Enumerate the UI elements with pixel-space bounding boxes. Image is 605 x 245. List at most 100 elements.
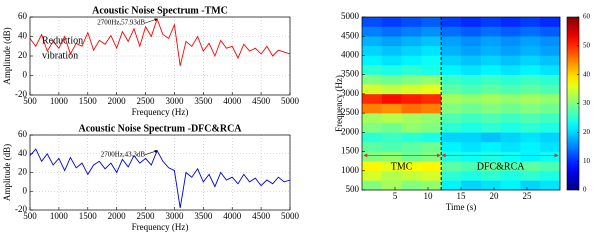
heat-cell <box>362 151 383 162</box>
heat-cell <box>540 74 561 85</box>
heat-cell <box>500 36 521 47</box>
heat-cell <box>520 141 541 152</box>
x-tick-label: 500 <box>23 96 37 106</box>
heat-cell <box>401 65 422 75</box>
heat-cell <box>441 17 462 27</box>
spectrum-line <box>29 17 291 66</box>
heat-cell <box>461 132 482 143</box>
heat-cell <box>401 151 422 162</box>
heat-cell <box>461 151 482 162</box>
heat-cell <box>441 113 462 124</box>
heat-cell <box>362 170 383 181</box>
x-tick-label: 5000 <box>281 211 300 221</box>
heat-cell <box>461 122 482 133</box>
x-tick-label: 5000 <box>281 96 300 106</box>
heat-cell <box>540 84 561 95</box>
heat-cell <box>540 170 561 181</box>
heat-cell <box>362 45 383 56</box>
heat-cell <box>480 84 501 95</box>
heat-cell <box>461 55 482 66</box>
heat-cell <box>461 65 482 75</box>
heat-cell <box>480 36 501 47</box>
heat-cell <box>500 113 521 124</box>
heat-cell <box>480 141 501 152</box>
y-tick-label: 1000 <box>341 165 360 175</box>
colorbar-tick-label: 40 <box>583 70 591 78</box>
heat-cell <box>401 93 422 104</box>
heat-cell <box>421 26 442 37</box>
heat-cell <box>401 36 422 47</box>
heat-cell <box>500 141 521 152</box>
heat-cell <box>401 55 422 66</box>
x-tick-label: 2000 <box>108 211 127 221</box>
heat-cell <box>421 151 442 162</box>
heat-cell <box>381 36 402 47</box>
x-tick-label: 4000 <box>223 96 242 106</box>
heat-cell <box>500 65 521 75</box>
heat-cell <box>461 45 482 56</box>
x-tick-label: 5 <box>393 191 398 201</box>
heat-cell <box>480 180 501 191</box>
heat-cell <box>500 26 521 37</box>
heat-cell <box>401 45 422 56</box>
heat-cell <box>362 17 383 27</box>
y-tick-label: 40 <box>18 31 28 41</box>
heat-cell <box>540 17 561 27</box>
heat-cell <box>401 170 422 181</box>
heat-cell <box>480 161 501 172</box>
y-tick-label: 0 <box>23 70 28 80</box>
heat-cell <box>381 45 402 56</box>
heat-cell <box>480 113 501 124</box>
heat-cell <box>421 45 442 56</box>
heat-cell <box>401 113 422 124</box>
heat-cell <box>421 93 442 104</box>
heat-cell <box>381 65 402 75</box>
heat-cell <box>540 65 561 75</box>
y-tick-label: 3000 <box>341 88 360 98</box>
heat-cell <box>461 103 482 114</box>
heat-cell <box>421 141 442 152</box>
heat-cell <box>500 93 521 104</box>
colorbar-tick-label: 10 <box>583 157 591 165</box>
heat-cell <box>520 151 541 162</box>
heat-cell <box>441 170 462 181</box>
x-tick-label: 1000 <box>50 96 69 106</box>
heat-cell <box>362 84 383 95</box>
heat-cell <box>500 103 521 114</box>
colorbar-tick-label: 30 <box>583 99 591 107</box>
heat-cell <box>421 74 442 85</box>
heat-cell <box>500 84 521 95</box>
heat-cell <box>500 122 521 133</box>
heat-cell <box>461 141 482 152</box>
heat-cell <box>421 65 442 75</box>
annotation-arrow <box>145 150 158 155</box>
heat-cell <box>520 36 541 47</box>
y-tick-label: 4500 <box>341 30 360 40</box>
heat-cell <box>421 55 442 66</box>
heat-cell <box>480 74 501 85</box>
heat-cell <box>381 74 402 85</box>
heat-cell <box>540 161 561 172</box>
heat-cell <box>441 132 462 143</box>
heat-cell <box>540 151 561 162</box>
y-tick-label: 40 <box>18 148 28 158</box>
y-tick-label: 20 <box>18 167 28 177</box>
annotation-arrow <box>145 18 158 24</box>
y-axis-label: Frequency (Hz) <box>334 75 344 132</box>
heat-cell <box>421 17 442 27</box>
y-tick-label: -20 <box>15 204 27 214</box>
heat-cell <box>381 84 402 95</box>
heat-cell <box>441 122 462 133</box>
heat-cell <box>362 93 383 104</box>
heat-cell <box>500 45 521 56</box>
heat-cell <box>480 45 501 56</box>
heat-cell <box>461 36 482 47</box>
heat-cell <box>480 26 501 37</box>
heat-cell <box>381 113 402 124</box>
y-tick-label: 20 <box>18 50 28 60</box>
heat-cell <box>441 26 462 37</box>
heat-cell <box>461 26 482 37</box>
y-tick-label: 0 <box>23 185 28 195</box>
heat-cell <box>540 132 561 143</box>
